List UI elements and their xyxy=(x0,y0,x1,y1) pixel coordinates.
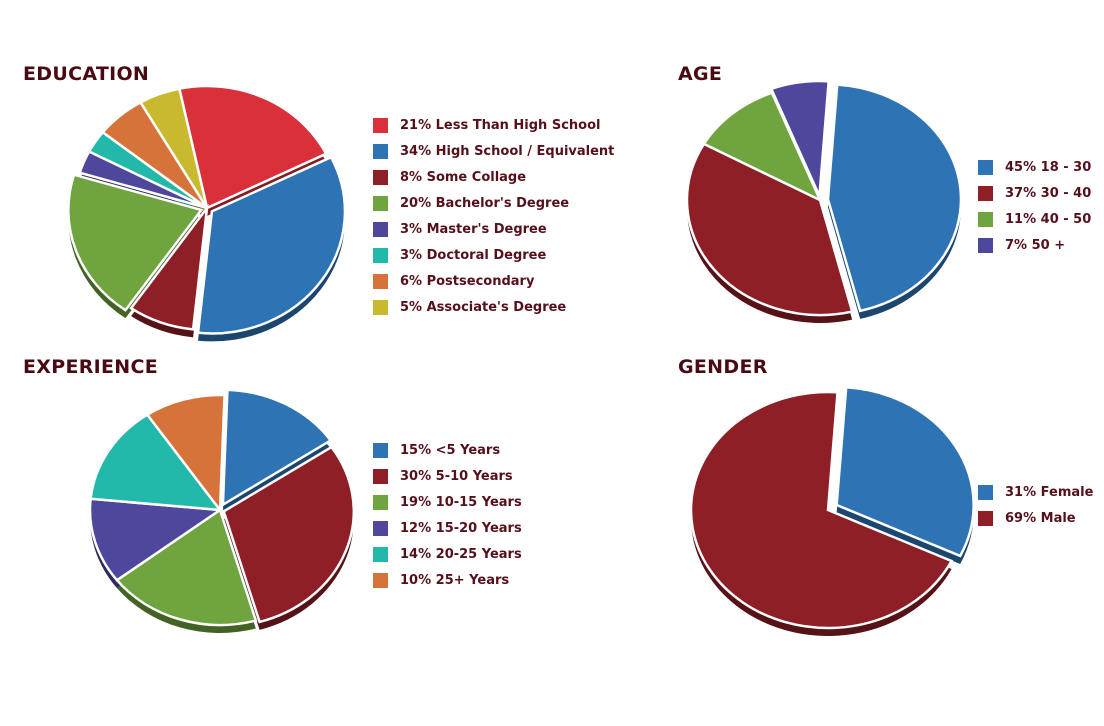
legend-label: 34% High School / Equivalent xyxy=(400,143,615,159)
legend-label: 10% 25+ Years xyxy=(400,572,510,588)
pie-slice-high-school-equivalent xyxy=(196,155,347,335)
legend-swatch xyxy=(978,159,993,175)
pie-slice-25-years xyxy=(145,393,226,514)
pie-slice-some-collage xyxy=(129,203,209,331)
legend-swatch xyxy=(373,143,388,159)
pie-slice-20-25-years xyxy=(89,413,223,512)
legend-label: 45% 18 - 30 xyxy=(1005,159,1092,175)
pie-slice-15-20-years xyxy=(88,497,224,582)
legend-label: 21% Less Than High School xyxy=(400,117,601,133)
legend-swatch xyxy=(978,185,993,201)
legend-label: 12% 15-20 Years xyxy=(400,520,522,536)
education-legend: 21% Less Than High School 34% High School… xyxy=(373,112,614,320)
legend-swatch xyxy=(373,299,388,315)
legend-item: 12% 15-20 Years xyxy=(373,515,522,541)
legend-swatch xyxy=(373,520,388,536)
legend-label: 31% Female xyxy=(1005,484,1094,500)
legend-item: 14% 20-25 Years xyxy=(373,541,522,567)
legend-item: 6% Postsecondary xyxy=(373,268,614,294)
legend-label: 14% 20-25 Years xyxy=(400,546,522,562)
age-pie xyxy=(685,79,963,323)
legend-item: 15% <5 Years xyxy=(373,437,522,463)
experience-pie xyxy=(88,388,355,633)
legend-label: 3% Master's Degree xyxy=(400,221,547,237)
pie-slice-male xyxy=(689,390,954,630)
pie-slice-less-than-high-school xyxy=(177,84,328,210)
legend-label: 8% Some Collage xyxy=(400,169,527,185)
legend-item: 37% 30 - 40 xyxy=(978,180,1091,206)
age-title: AGE xyxy=(678,63,723,85)
pie-slice--5-years xyxy=(221,388,333,508)
legend-swatch xyxy=(373,273,388,289)
legend-item: 8% Some Collage xyxy=(373,164,614,190)
legend-label: 3% Doctoral Degree xyxy=(400,247,547,263)
pie-slice-50- xyxy=(769,79,831,197)
legend-swatch xyxy=(978,510,993,526)
legend-item: 11% 40 - 50 xyxy=(978,206,1091,232)
legend-label: 15% <5 Years xyxy=(400,442,501,458)
legend-label: 7% 50 + xyxy=(1005,237,1066,253)
legend-item: 45% 18 - 30 xyxy=(978,154,1091,180)
legend-item: 19% 10-15 Years xyxy=(373,489,522,515)
pie-slice-bachelor-s-degree xyxy=(67,173,204,312)
legend-label: 37% 30 - 40 xyxy=(1005,185,1092,201)
legend-label: 30% 5-10 Years xyxy=(400,468,513,484)
legend-item: 3% Doctoral Degree xyxy=(373,242,614,268)
legend-item: 34% High School / Equivalent xyxy=(373,138,614,164)
legend-swatch xyxy=(978,237,993,253)
legend-swatch xyxy=(373,546,388,562)
legend-swatch xyxy=(373,442,388,458)
education-title: EDUCATION xyxy=(23,63,150,85)
legend-swatch xyxy=(373,117,388,133)
legend-swatch xyxy=(373,221,388,237)
pie-slice-5-10-years xyxy=(222,445,355,624)
legend-label: 19% 10-15 Years xyxy=(400,494,522,510)
gender-pie xyxy=(689,385,975,636)
gender-title: GENDER xyxy=(678,356,768,378)
legend-item: 69% Male xyxy=(978,505,1093,531)
experience-legend: 15% <5 Years 30% 5-10 Years 19% 10-15 Year… xyxy=(373,437,522,593)
legend-item: 5% Associate's Degree xyxy=(373,294,614,320)
legend-swatch xyxy=(373,468,388,484)
legend-item: 3% Master's Degree xyxy=(373,216,614,242)
legend-item: 10% 25+ Years xyxy=(373,567,522,593)
legend-swatch xyxy=(373,572,388,588)
pie-slice-associate-s-degree xyxy=(138,87,209,209)
legend-label: 11% 40 - 50 xyxy=(1005,211,1092,227)
pie-slice-30-40 xyxy=(685,142,854,317)
legend-swatch xyxy=(978,484,993,500)
education-pie xyxy=(67,84,347,342)
legend-label: 69% Male xyxy=(1005,510,1076,526)
legend-label: 20% Bachelor's Degree xyxy=(400,195,570,211)
pie-slice-10-15-years xyxy=(115,508,258,627)
legend-item: 21% Less Than High School xyxy=(373,112,614,138)
legend-item: 7% 50 + xyxy=(978,232,1091,258)
legend-label: 6% Postsecondary xyxy=(400,273,535,289)
legend-item: 30% 5-10 Years xyxy=(373,463,522,489)
age-legend: 45% 18 - 30 37% 30 - 40 11% 40 - 50 7% 50 + xyxy=(978,154,1091,258)
experience-title: EXPERIENCE xyxy=(23,356,159,378)
pie-slice-18-30 xyxy=(826,83,963,313)
legend-item: 31% Female xyxy=(978,479,1093,505)
legend-swatch xyxy=(373,494,388,510)
legend-item: 20% Bachelor's Degree xyxy=(373,190,614,216)
pie-slice-40-50 xyxy=(702,91,823,203)
legend-swatch xyxy=(373,195,388,211)
gender-legend: 31% Female 69% Male xyxy=(978,479,1093,531)
legend-swatch xyxy=(373,247,388,263)
legend-swatch xyxy=(373,169,388,185)
legend-label: 5% Associate's Degree xyxy=(400,299,567,315)
pie-slice-female xyxy=(835,385,975,558)
legend-swatch xyxy=(978,211,993,227)
